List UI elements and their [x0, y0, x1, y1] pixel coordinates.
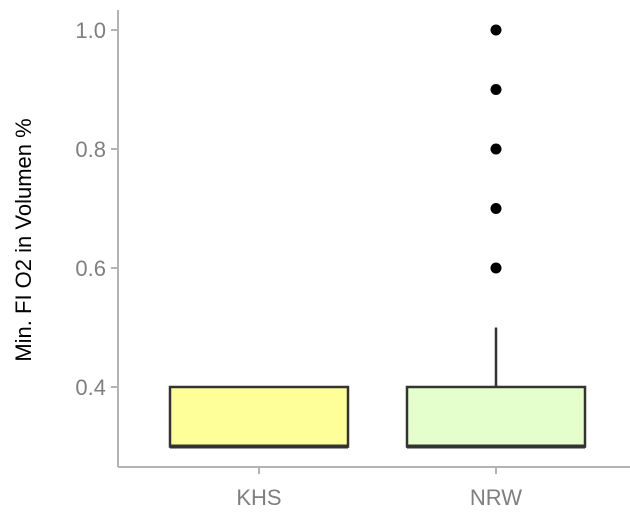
y-tick-label: 0.6 — [75, 256, 106, 281]
y-tick-label: 0.8 — [75, 137, 106, 162]
y-tick-label: 1.0 — [75, 18, 106, 43]
box-khs — [168, 385, 350, 448]
outlier-point-nrw — [490, 143, 502, 155]
x-tick-label-nrw: NRW — [470, 485, 522, 510]
plot-area — [168, 24, 587, 449]
outlier-point-nrw — [490, 203, 502, 214]
box-nrw — [405, 385, 587, 448]
outlier-point-nrw — [490, 84, 502, 95]
y-tick-label: 0.4 — [75, 375, 106, 400]
y-axis-title: Min. FI O2 in Volumen % — [11, 118, 36, 361]
axes: 0.4 0.6 0.8 1.0 KHS NRW — [75, 10, 630, 510]
x-tick-label-khs: KHS — [236, 485, 281, 510]
outlier-point-nrw — [490, 24, 502, 36]
outlier-point-nrw — [490, 262, 502, 274]
